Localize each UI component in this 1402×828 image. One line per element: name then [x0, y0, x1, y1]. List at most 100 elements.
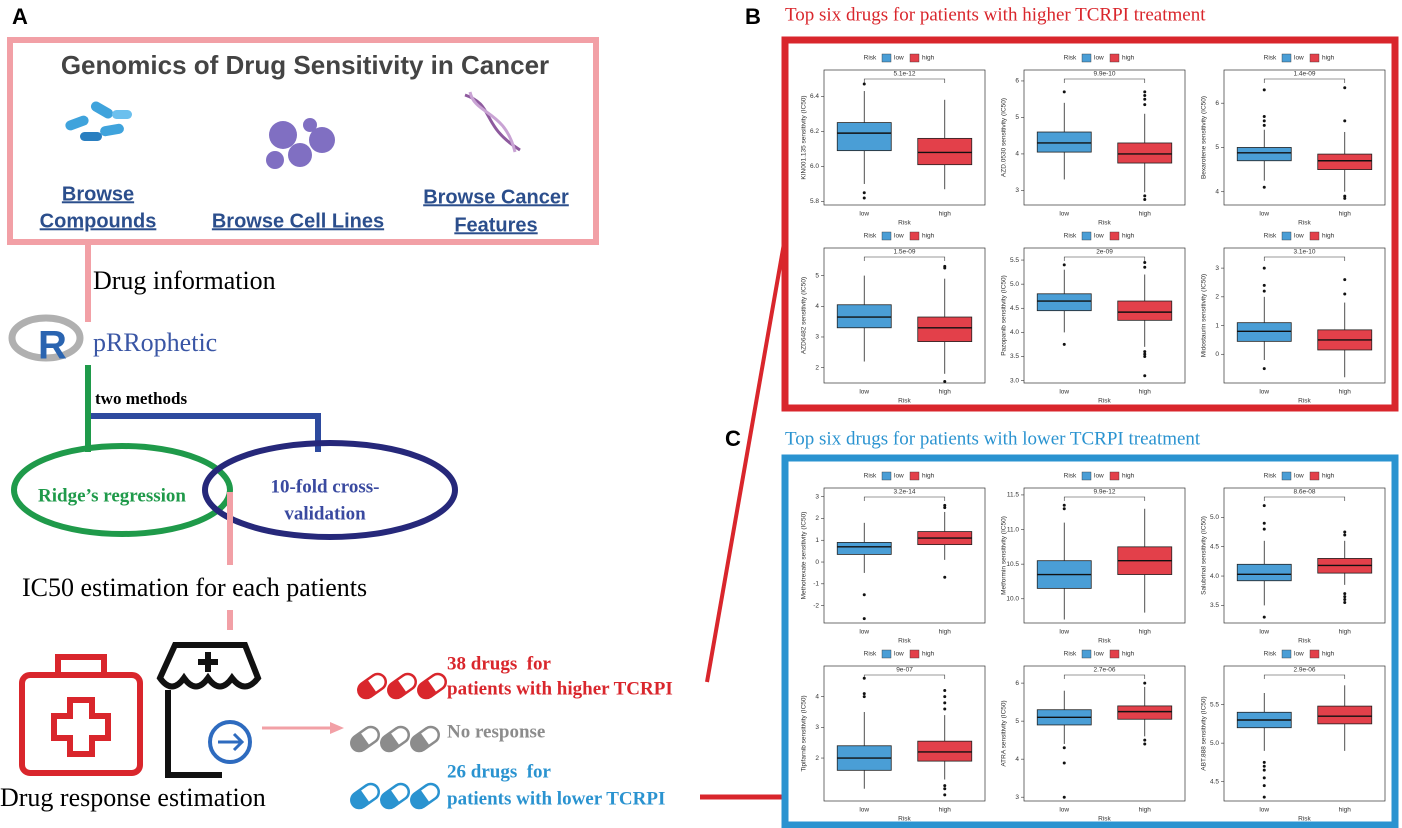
significance-bracket — [1063, 256, 1146, 261]
outlier — [1343, 119, 1347, 123]
outlier — [1262, 289, 1266, 293]
x-axis-label: Risk — [898, 220, 911, 227]
outlier — [1343, 86, 1347, 90]
legend-swatch — [881, 231, 892, 241]
method-label: 10-fold cross- — [271, 476, 380, 497]
legend-swatch — [881, 471, 892, 481]
y-tick-label: 4 — [815, 303, 819, 310]
significance-bracket — [1063, 496, 1146, 501]
p-value: 9.9e-10 — [1093, 71, 1115, 78]
legend-label: high — [922, 55, 935, 62]
link[interactable]: Browse Cell Lines — [212, 210, 384, 232]
outlier — [1262, 795, 1266, 799]
plot-frame — [1223, 69, 1386, 206]
y-tick-label: 3 — [1015, 187, 1019, 194]
outcome-label: 38 drugs for — [447, 653, 552, 674]
legend-label: high — [1322, 233, 1335, 240]
legend-swatch — [1281, 231, 1292, 241]
y-tick-label: 6 — [1015, 680, 1019, 687]
link[interactable]: Features — [454, 214, 537, 236]
box — [836, 542, 892, 555]
y-tick-label: -2 — [813, 602, 819, 609]
outlier — [1262, 185, 1266, 189]
pill — [387, 672, 417, 700]
panel-label: A — [12, 4, 28, 29]
outlier — [1343, 194, 1347, 198]
x-axis-label: Risk — [1298, 398, 1311, 405]
method-label: Ridge’s regression — [38, 485, 186, 506]
box — [1036, 293, 1092, 312]
outlier — [1062, 90, 1066, 94]
legend-title: Risk — [1264, 233, 1277, 240]
r-logo: R — [8, 314, 84, 368]
outlier — [1262, 521, 1266, 525]
x-tick-label: high — [1339, 807, 1352, 814]
y-tick-label: 3.0 — [1010, 377, 1019, 384]
y-tick-label: -1 — [813, 581, 819, 588]
link[interactable]: Compounds — [40, 210, 157, 232]
y-tick-label: 4.5 — [1210, 543, 1219, 550]
outlier — [1262, 367, 1266, 371]
y-tick-label: 2 — [815, 364, 819, 371]
y-tick-label: 0 — [815, 559, 819, 566]
outlier — [943, 787, 947, 791]
outlier — [1143, 265, 1147, 269]
link[interactable]: Browse Cancer — [423, 186, 569, 208]
pill — [417, 672, 447, 700]
outlier — [1343, 533, 1347, 537]
y-axis-label: Midostaurin sensitivity (IC50) — [1201, 274, 1208, 357]
legend-swatch — [1281, 53, 1292, 63]
p-value: 8.6e-08 — [1293, 489, 1315, 496]
outlier — [1062, 761, 1066, 765]
legend-label: low — [894, 473, 904, 480]
link[interactable]: Browse — [62, 183, 134, 205]
method-ellipse — [202, 440, 458, 540]
outcome-label: patients with higher TCRPI — [447, 678, 673, 699]
x-tick-label: high — [939, 629, 952, 636]
outlier — [1262, 504, 1266, 508]
legend-swatch — [1081, 649, 1092, 659]
outlier — [1143, 90, 1147, 94]
outlier — [862, 191, 866, 195]
outlier — [943, 379, 947, 383]
outlier — [862, 593, 866, 597]
legend-title: Risk — [1264, 473, 1277, 480]
x-tick-label: high — [939, 807, 952, 814]
section-title: Top six drugs for patients with lower TC… — [785, 428, 1201, 449]
legend-swatch — [1309, 471, 1320, 481]
significance-bracket — [1063, 674, 1146, 679]
outlier — [1343, 292, 1347, 296]
outlier — [1262, 266, 1266, 270]
y-tick-label: 5.5 — [1210, 701, 1219, 708]
y-tick-label: 3.5 — [1010, 353, 1019, 360]
x-axis-label: Risk — [898, 816, 911, 823]
y-axis-label: Methotrexate sensitivity (IC50) — [801, 512, 808, 600]
pill-half — [381, 789, 400, 809]
outlier — [1262, 114, 1266, 118]
plot-frame — [1223, 665, 1386, 802]
y-tick-label: 4.0 — [1010, 329, 1019, 336]
legend-label: high — [1122, 233, 1135, 240]
box — [836, 304, 892, 329]
outlier — [1343, 592, 1347, 596]
significance-bracket — [1263, 78, 1346, 83]
method-ellipse — [11, 443, 233, 537]
outlier — [1062, 795, 1066, 799]
section-border — [781, 36, 1399, 412]
legend-label: low — [1094, 55, 1104, 62]
tool-label: pRRophetic — [93, 328, 217, 357]
p-value: 1.5e-09 — [893, 249, 915, 256]
significance-bracket — [1263, 256, 1346, 261]
pill-half — [418, 679, 437, 699]
box — [1236, 147, 1292, 162]
outlier — [862, 692, 866, 696]
y-tick-label: 0 — [1215, 351, 1219, 358]
x-tick-label: low — [1259, 211, 1269, 218]
legend-swatch — [909, 471, 920, 481]
outlier — [1262, 760, 1266, 764]
pill-half — [388, 679, 407, 699]
outlier — [1343, 600, 1347, 604]
plot-frame — [1023, 247, 1186, 384]
outlier — [1262, 784, 1266, 788]
